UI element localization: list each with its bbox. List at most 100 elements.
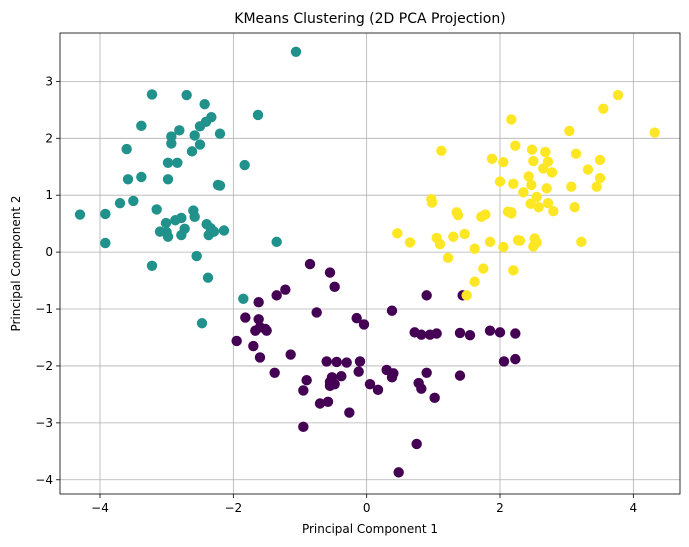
scatter-point xyxy=(386,372,398,383)
scatter-point xyxy=(542,197,554,209)
scatter-point xyxy=(510,140,521,151)
scatter-point xyxy=(331,356,342,368)
scatter-point xyxy=(459,228,470,240)
scatter-point xyxy=(598,103,609,114)
x-tick-label: −2 xyxy=(224,501,242,515)
scatter-point xyxy=(533,201,544,213)
scatter-point xyxy=(271,290,282,301)
scatter-point xyxy=(136,171,147,183)
scatter-point xyxy=(506,207,517,218)
scatter-point xyxy=(416,383,427,394)
scatter-point xyxy=(429,392,440,404)
scatter-point xyxy=(649,127,660,138)
scatter-point xyxy=(324,267,336,278)
y-tick-label: −3 xyxy=(35,416,53,430)
scatter-point xyxy=(526,144,538,155)
scatter-point xyxy=(203,229,214,241)
scatter-point xyxy=(518,187,529,198)
scatter-point xyxy=(546,167,558,178)
scatter-point xyxy=(253,297,264,308)
scatter-point xyxy=(202,272,214,283)
scatter-point xyxy=(321,356,332,367)
scatter-point xyxy=(510,353,521,365)
scatter-point xyxy=(498,356,510,367)
scatter-point xyxy=(238,293,249,304)
scatter-point xyxy=(469,276,480,287)
scatter-point xyxy=(122,174,134,185)
scatter-point xyxy=(162,174,174,185)
x-tick-label: −4 xyxy=(91,501,109,515)
scatter-point xyxy=(181,89,192,101)
scatter-point xyxy=(486,153,498,164)
scatter-point xyxy=(250,325,261,336)
scatter-point xyxy=(354,356,366,367)
scatter-point xyxy=(254,352,266,363)
scatter-point xyxy=(191,250,202,262)
y-tick-label: −2 xyxy=(35,359,53,373)
scatter-point xyxy=(329,281,340,293)
scatter-point xyxy=(170,215,181,226)
scatter-point xyxy=(174,125,185,136)
scatter-point xyxy=(531,191,542,203)
scatter-point xyxy=(426,197,438,208)
scatter-point xyxy=(358,319,370,330)
scatter-point xyxy=(612,89,624,101)
scatter-point xyxy=(114,197,126,209)
scatter-point xyxy=(591,181,602,192)
scatter-point xyxy=(298,421,309,433)
scatter-point xyxy=(484,325,496,336)
scatter-point xyxy=(416,329,427,340)
scatter-point xyxy=(136,120,147,131)
y-tick-label: 1 xyxy=(45,188,53,202)
scatter-point xyxy=(128,195,139,207)
scatter-point xyxy=(476,211,487,223)
scatter-point xyxy=(404,237,416,248)
scatter-point xyxy=(322,396,334,407)
scatter-point xyxy=(411,438,422,450)
scatter-point xyxy=(341,357,352,368)
y-tick-label: 2 xyxy=(45,131,53,145)
scatter-point xyxy=(452,209,464,221)
scatter-point xyxy=(494,327,506,338)
scatter-point xyxy=(290,46,302,57)
scatter-point xyxy=(146,260,158,271)
scatter-point xyxy=(160,217,172,229)
scatter-point xyxy=(528,155,539,167)
scatter-point xyxy=(526,179,537,191)
ticks: −4 −2 0 2 4 −4 −3 −2 −1 0 1 2 3 xyxy=(35,74,637,515)
scatter-point xyxy=(214,180,226,191)
scatter-point xyxy=(421,367,432,378)
scatter-point xyxy=(336,370,347,382)
scatter-point xyxy=(194,121,206,132)
scatter-point xyxy=(576,236,587,248)
scatter-point xyxy=(442,252,454,264)
scatter-point xyxy=(74,209,86,220)
y-axis-label: Principal Component 2 xyxy=(9,195,23,331)
chart-title: KMeans Clustering (2D PCA Projection) xyxy=(234,11,505,27)
scatter-point xyxy=(353,366,364,377)
scatter-point xyxy=(189,130,200,141)
scatter-point xyxy=(162,157,174,168)
x-tick-label: 0 xyxy=(363,501,371,515)
scatter-point xyxy=(381,364,392,376)
scatter-point xyxy=(304,258,316,270)
scatter-point xyxy=(252,109,264,121)
scatter-point xyxy=(199,98,210,110)
scatter-point xyxy=(301,374,312,386)
scatter-point xyxy=(469,243,480,254)
scatter-point xyxy=(239,159,250,171)
scatter-point xyxy=(196,318,208,329)
scatter-point xyxy=(494,176,506,187)
x-axis-label: Principal Component 1 xyxy=(302,522,438,536)
scatter-point xyxy=(461,290,472,301)
scatter-point xyxy=(514,235,526,246)
y-tick-label: −1 xyxy=(35,302,53,316)
points xyxy=(74,46,660,478)
scatter-point xyxy=(329,378,340,390)
scatter-point xyxy=(166,138,177,149)
x-tick-label: 2 xyxy=(496,501,504,515)
plot-frame xyxy=(59,32,681,495)
scatter-point xyxy=(298,385,309,396)
scatter-point xyxy=(454,370,466,381)
scatter-point xyxy=(498,156,509,168)
